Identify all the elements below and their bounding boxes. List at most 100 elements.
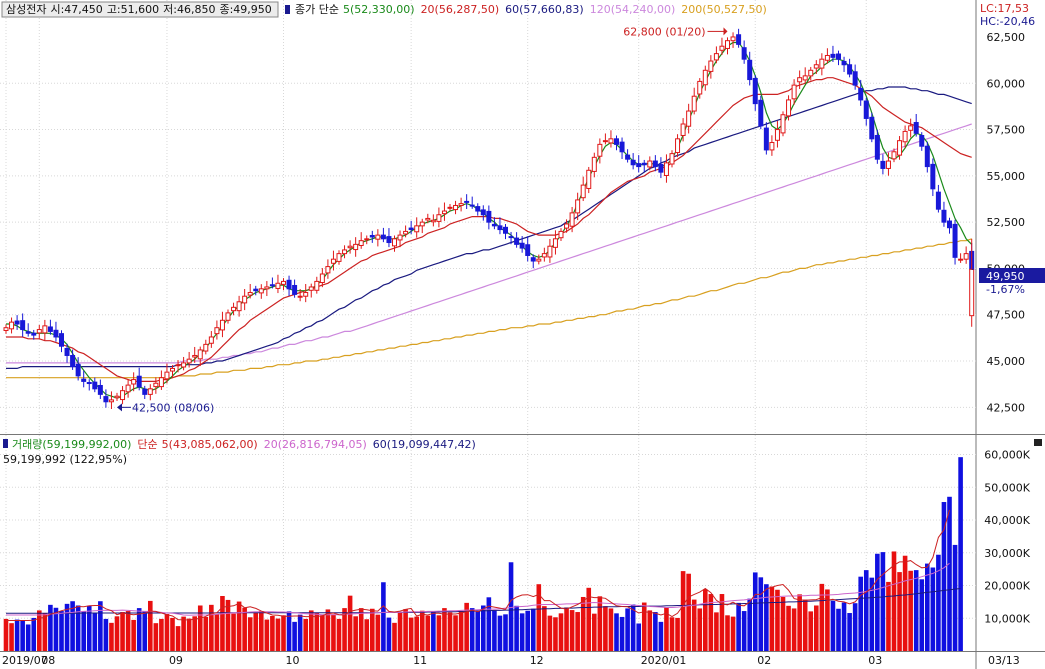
candle-body bbox=[503, 226, 508, 234]
candle-body bbox=[630, 159, 636, 166]
volume-bar bbox=[181, 616, 186, 651]
volume-bar bbox=[336, 618, 342, 651]
volume-bar bbox=[397, 612, 403, 651]
volume-bar bbox=[536, 584, 542, 651]
ma5-legend: 5(52,330,00) bbox=[343, 3, 415, 16]
candle-body bbox=[869, 116, 875, 140]
volume-bar bbox=[347, 595, 353, 651]
candle-body bbox=[491, 223, 497, 227]
candle-body bbox=[158, 377, 164, 388]
candle-body bbox=[247, 292, 253, 296]
candle-body bbox=[430, 219, 436, 223]
candle-body bbox=[963, 253, 969, 260]
volume-bar bbox=[736, 602, 741, 651]
volume-bar bbox=[747, 598, 752, 651]
candle-body bbox=[192, 354, 198, 358]
volume-bar bbox=[64, 603, 70, 651]
candle-body bbox=[9, 321, 15, 330]
volume-tick-label: 30,000K bbox=[984, 547, 1030, 560]
candle-body bbox=[508, 236, 514, 239]
candle-body bbox=[763, 127, 769, 151]
volume-bar bbox=[331, 614, 336, 651]
candle-body bbox=[608, 138, 614, 144]
volume-bar bbox=[775, 589, 780, 651]
candle-body bbox=[436, 214, 442, 222]
volume-bar bbox=[414, 616, 419, 651]
candle-body bbox=[386, 236, 392, 244]
high-label: 62,800 (01/20) bbox=[623, 25, 705, 38]
candle-body bbox=[258, 288, 264, 294]
volume-bar bbox=[81, 611, 86, 651]
candle-body bbox=[519, 242, 525, 249]
price-header: 삼성전자 시:47,450 고:51,600 저:46,850 종:49,950 bbox=[6, 3, 272, 16]
candle-body bbox=[330, 258, 336, 264]
date-label: 03 bbox=[868, 654, 882, 667]
candle-body bbox=[325, 266, 331, 274]
volume-bar bbox=[31, 617, 37, 651]
candle-body bbox=[836, 53, 841, 60]
volume-bar bbox=[930, 567, 936, 651]
price-tick-label: 52,500 bbox=[987, 216, 1026, 229]
candle-body bbox=[708, 60, 714, 72]
candle-body bbox=[736, 34, 742, 45]
candle-body bbox=[880, 160, 886, 169]
volume-bar bbox=[131, 619, 136, 651]
current-price-label: 49,950 bbox=[986, 270, 1025, 283]
volume-bar bbox=[802, 599, 808, 651]
volume-bar bbox=[897, 572, 902, 651]
candle-body bbox=[552, 238, 558, 248]
candle-body bbox=[947, 220, 952, 229]
current-price-change: -1,67% bbox=[986, 283, 1025, 296]
volume-tick-label: 60,000K bbox=[984, 449, 1030, 462]
volume-bar bbox=[37, 610, 42, 651]
candle-body bbox=[863, 100, 869, 119]
candle-body bbox=[841, 60, 847, 66]
volume-bar bbox=[675, 617, 680, 651]
volume-bar bbox=[225, 599, 231, 651]
volume-bar bbox=[292, 621, 297, 651]
volume-bar bbox=[392, 622, 397, 651]
volume-bar bbox=[9, 623, 14, 651]
candle-body bbox=[453, 204, 459, 211]
candle-body bbox=[719, 45, 725, 51]
volume-bar bbox=[558, 613, 564, 651]
candle-body bbox=[530, 257, 536, 262]
candle-body bbox=[419, 221, 425, 227]
candle-body bbox=[303, 292, 309, 297]
candle-body bbox=[153, 382, 159, 388]
volume-bar bbox=[902, 555, 908, 651]
candle-body bbox=[36, 329, 42, 334]
volume-tick-label: 10,000K bbox=[984, 612, 1030, 625]
candle-body bbox=[913, 122, 919, 134]
volume-bar bbox=[486, 597, 492, 651]
volume-bar bbox=[203, 616, 209, 651]
candle-body bbox=[308, 286, 314, 291]
volume-bar bbox=[75, 605, 81, 651]
candle-body bbox=[269, 284, 275, 287]
candle-body bbox=[425, 217, 431, 221]
candle-body bbox=[314, 280, 320, 291]
candle-body bbox=[752, 77, 758, 105]
price-tick-label: 42,500 bbox=[987, 401, 1026, 414]
volume-bar bbox=[636, 623, 641, 651]
collapse-icon[interactable] bbox=[1034, 439, 1042, 446]
volume-bar bbox=[542, 606, 547, 651]
vma60-legend: 60(19,099,447,42) bbox=[373, 438, 476, 451]
candle-body bbox=[214, 327, 220, 335]
candle-body bbox=[403, 230, 409, 235]
price-tick-label: 47,500 bbox=[987, 309, 1026, 322]
ma120-line bbox=[6, 123, 972, 364]
volume-bar bbox=[808, 611, 814, 651]
candle-body bbox=[125, 384, 131, 393]
ma-legend: 종가 단순 5(52,330,00) 20(56,287,50) 60(57,660,… bbox=[295, 3, 767, 16]
volume-bar bbox=[253, 612, 259, 651]
volume-bar bbox=[880, 552, 886, 651]
price-tick-label-partial: 62,500 bbox=[987, 31, 1026, 44]
volume-bar bbox=[503, 614, 508, 651]
candle-body bbox=[702, 69, 708, 86]
close-value: 종:49,950 bbox=[219, 3, 271, 16]
volume-bar bbox=[730, 616, 736, 651]
candle-body bbox=[364, 238, 370, 241]
volume-bar bbox=[891, 551, 897, 651]
